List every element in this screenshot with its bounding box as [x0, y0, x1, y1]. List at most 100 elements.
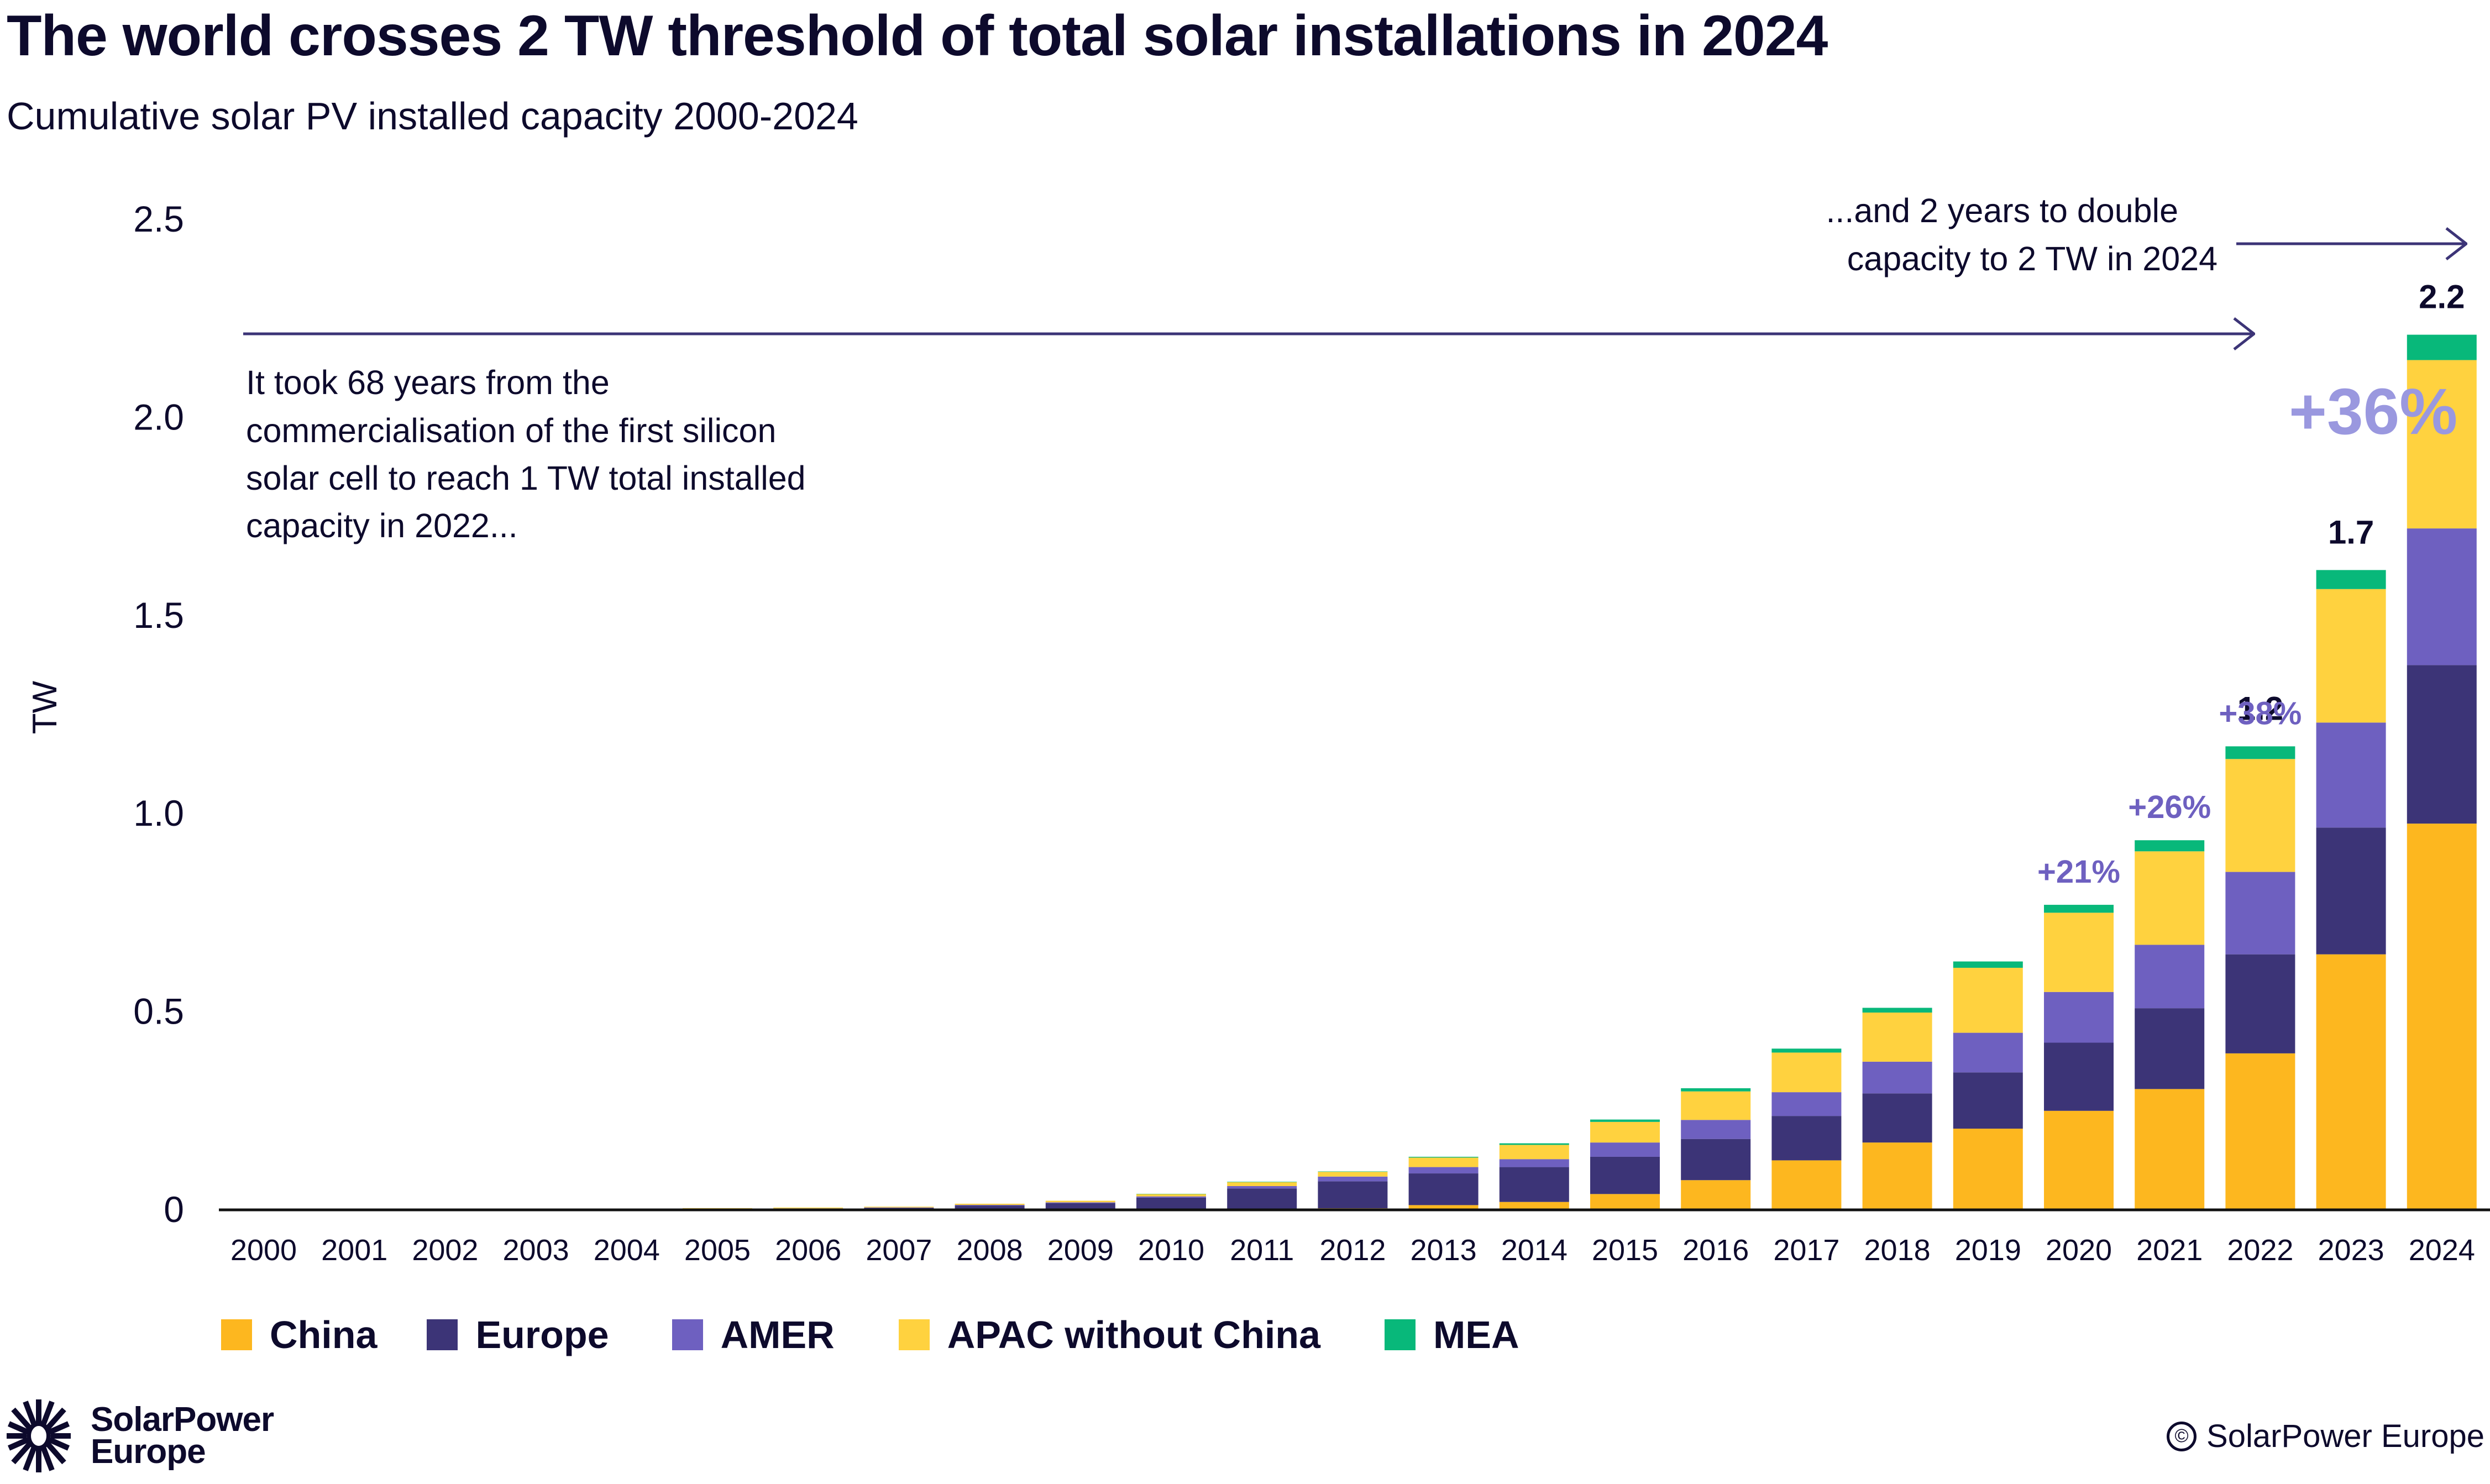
bar-segment-china — [1408, 1205, 1479, 1210]
x-tick-label: 2014 — [1501, 1234, 1568, 1267]
bar-segment-china — [2316, 954, 2386, 1210]
growth-label: +21% — [2037, 854, 2120, 890]
growth-label: +26% — [2128, 789, 2211, 825]
bar-segment-europe — [1681, 1139, 1751, 1181]
x-tick-label: 2005 — [684, 1234, 751, 1267]
bar-segment-apac-without-china — [1771, 1052, 1842, 1093]
bar-segment-china — [1681, 1180, 1751, 1210]
y-tick-label: 0.5 — [133, 991, 184, 1032]
legend-item-mea: MEA — [1385, 1313, 1519, 1357]
left-annotation-line: It took 68 years from the — [246, 364, 610, 401]
legend-item-europe: Europe — [427, 1313, 609, 1357]
bar-segment-mea — [2316, 570, 2386, 589]
bar-segment-amer — [2135, 945, 2205, 1009]
bar-segment-europe — [1953, 1072, 2023, 1129]
y-tick-label: 1.5 — [133, 595, 184, 636]
x-tick-label: 2003 — [503, 1234, 569, 1267]
bar-segment-europe — [2135, 1008, 2205, 1089]
total-label: 1.7 — [2328, 513, 2374, 550]
bar-segment-china — [1953, 1129, 2023, 1210]
bar-segment-europe — [1862, 1093, 1932, 1143]
bar-segment-china — [1590, 1194, 1660, 1210]
legend-item-china: China — [221, 1313, 377, 1357]
x-tick-label: 2010 — [1138, 1234, 1204, 1267]
logo-line2: Europe — [91, 1433, 206, 1471]
bar-segment-amer — [2225, 872, 2295, 955]
legend-swatch-apac — [898, 1319, 930, 1350]
bar-segment-apac-without-china — [1499, 1145, 1569, 1160]
bar-segment-apac-without-china — [1318, 1172, 1388, 1177]
bar-segment-apac-without-china — [1590, 1121, 1660, 1143]
bar-segment-apac-without-china — [2316, 589, 2386, 723]
bar-segment-china — [2135, 1089, 2205, 1210]
left-annotation: It took 68 years from the commercialisat… — [246, 364, 815, 544]
logo-line1: SolarPower — [91, 1401, 274, 1439]
x-tick-label: 2015 — [1592, 1234, 1658, 1267]
legend-swatch-china — [221, 1319, 252, 1350]
x-tick-label: 2002 — [412, 1234, 478, 1267]
chart-title: The world crosses 2 TW threshold of tota… — [7, 4, 1828, 68]
bar-segment-amer — [1953, 1032, 2023, 1073]
y-tick-label: 1.0 — [133, 793, 184, 833]
bar-segment-europe — [1499, 1167, 1569, 1202]
bar-segment-apac-without-china — [2044, 913, 2114, 992]
legend-item-amer: AMER — [672, 1313, 835, 1357]
legend-label: China — [270, 1313, 378, 1356]
x-tick-label: 2013 — [1411, 1234, 1477, 1267]
x-tick-label: 2011 — [1230, 1234, 1294, 1267]
bar-segment-apac-without-china — [2225, 759, 2295, 872]
bar-segment-china — [2407, 824, 2477, 1210]
chart-subtitle: Cumulative solar PV installed capacity 2… — [7, 95, 858, 138]
x-tick-label: 2006 — [775, 1234, 841, 1267]
x-tick-label: 2021 — [2136, 1234, 2203, 1267]
bar-segment-mea — [1862, 1008, 1932, 1013]
bar-annotations: 1.2 1.7 2.2 +21%+26% +38% +36% — [2037, 279, 2465, 890]
bar-segment-amer — [1318, 1176, 1388, 1182]
x-tick-label: 2016 — [1682, 1234, 1749, 1267]
copyright-text: SolarPower Europe — [2206, 1418, 2484, 1454]
legend-swatch-amer — [672, 1319, 703, 1350]
legend-label: Europe — [475, 1313, 609, 1356]
bar-segment-mea — [2225, 746, 2295, 759]
bar-segment-amer — [1499, 1159, 1569, 1167]
x-tick-label: 2000 — [230, 1234, 297, 1267]
legend-label: AMER — [720, 1313, 835, 1356]
bar-segment-apac-without-china — [955, 1203, 1025, 1205]
legend-swatch-mea — [1385, 1319, 1416, 1350]
x-tick-label: 2008 — [957, 1234, 1023, 1267]
x-tick-label: 2012 — [1319, 1234, 1386, 1267]
bar-segment-amer — [1590, 1142, 1660, 1157]
bar-segment-apac-without-china — [1227, 1182, 1297, 1186]
bar-segment-apac-without-china — [1681, 1091, 1751, 1120]
bar-segment-mea — [1681, 1088, 1751, 1092]
bar-segment-amer — [1227, 1186, 1297, 1189]
left-annotation-line: solar cell to reach 1 TW total installed — [246, 459, 806, 497]
left-annotation-line: capacity in 2022... — [246, 507, 518, 544]
x-tick-label: 2019 — [1955, 1234, 2021, 1267]
growth-label: +38% — [2219, 695, 2302, 731]
bar-segment-europe — [1408, 1173, 1479, 1205]
x-tick-label: 2017 — [1773, 1234, 1839, 1267]
bar-segment-europe — [1136, 1197, 1206, 1210]
total-label: 2.2 — [2419, 279, 2465, 316]
bar-segment-apac-without-china — [1862, 1013, 1932, 1062]
bar-segment-mea — [2407, 334, 2477, 360]
x-axis: 2000 2001 2002 2003 2004 2005 2006 2007 2008 2009… — [219, 1208, 2490, 1267]
bar-segment-europe — [1771, 1116, 1842, 1161]
bar-segment-amer — [2407, 528, 2477, 665]
bar-segment-china — [1771, 1160, 1842, 1210]
bar-segment-amer — [2316, 722, 2386, 828]
total-label: 1.2 — [2237, 690, 2283, 727]
x-tick-label: 2022 — [2227, 1234, 2293, 1267]
y-tick-label: 2.5 — [133, 198, 184, 239]
x-tick-label: 2007 — [866, 1234, 932, 1267]
bar-segment-amer — [1771, 1092, 1842, 1116]
x-tick-label: 2004 — [594, 1234, 660, 1267]
y-axis-title: TW — [26, 680, 64, 734]
right-annotation-line: ...and 2 years to double — [1826, 192, 2178, 229]
bar-segment-amer — [1045, 1202, 1115, 1203]
bar-segment-europe — [2044, 1042, 2114, 1111]
legend-label: APAC without China — [947, 1313, 1320, 1356]
logo-text: SolarPower Europe — [91, 1401, 274, 1471]
